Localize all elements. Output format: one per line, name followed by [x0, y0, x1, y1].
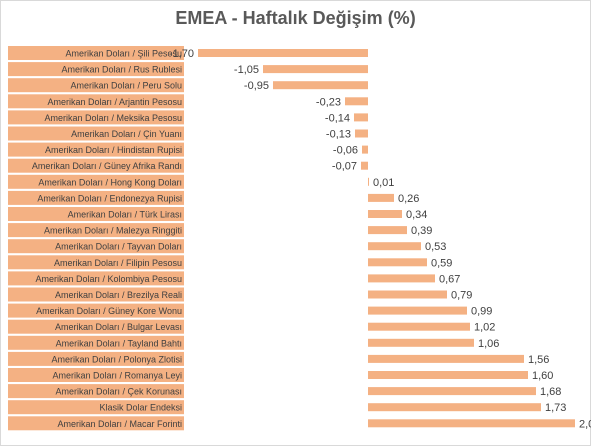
data-label: 0,59 — [431, 257, 452, 269]
data-label: -0,14 — [325, 112, 350, 124]
category-label-bg — [8, 335, 184, 350]
category-label: Amerikan Doları / Çin Yuanı — [71, 129, 182, 139]
data-label: 1,68 — [540, 386, 561, 398]
data-label: 1,06 — [478, 338, 499, 350]
bar — [368, 274, 435, 283]
category-label-bg — [8, 303, 184, 318]
bar — [198, 49, 368, 57]
category-label-bg — [8, 368, 184, 382]
category-label-bg — [8, 190, 184, 205]
data-label: 0,99 — [471, 306, 492, 318]
bar — [368, 193, 394, 202]
category-label: Amerikan Doları / Macar Forinti — [57, 419, 182, 429]
category-label-bg — [8, 158, 184, 173]
category-label-bg — [8, 384, 184, 399]
category-label: Amerikan Doları / Çek Korunası — [55, 387, 182, 397]
data-label: 1,02 — [474, 322, 495, 334]
category-label: Amerikan Doları / Hong Kong Doları — [38, 177, 182, 187]
bar — [368, 322, 470, 331]
category-label: Amerikan Doları / Güney Kore Wonu — [36, 306, 182, 316]
data-label: 0,53 — [425, 241, 446, 253]
category-label-bg — [8, 239, 184, 254]
category-label-bg — [8, 62, 184, 77]
category-label: Amerikan Doları / Endonezya Rupisi — [37, 193, 182, 203]
category-label: Amerikan Doları / Tayvan Doları — [55, 242, 182, 252]
category-label-bg — [8, 142, 184, 157]
category-label: Amerikan Doları / Şili Pesosu — [65, 49, 182, 59]
bar — [368, 242, 421, 251]
category-label: Amerikan Doları / Meksika Pesosu — [44, 113, 182, 123]
category-label: Amerikan Doları / Peru Solu — [70, 81, 182, 91]
category-label-bg — [8, 400, 184, 415]
bar — [263, 65, 368, 74]
category-label: Amerikan Doları / Güney Afrika Randı — [32, 161, 182, 171]
bar — [368, 210, 402, 218]
bar — [345, 97, 368, 106]
category-label-bg — [8, 207, 184, 221]
category-label-bg — [8, 255, 184, 270]
category-label-bg — [8, 271, 184, 286]
category-label: Amerikan Doları / Brezilya Reali — [55, 290, 182, 300]
bar — [368, 419, 575, 428]
bar — [368, 338, 474, 347]
data-label: -0,06 — [333, 145, 358, 157]
data-label: 0,34 — [406, 209, 427, 221]
data-label: 2,07 — [579, 418, 591, 430]
data-label: 0,39 — [411, 225, 432, 237]
data-label: 1,73 — [545, 402, 566, 414]
bar — [368, 258, 427, 267]
data-label: 1,56 — [528, 354, 549, 366]
category-label: Amerikan Doları / Filipin Pesosu — [54, 258, 182, 268]
bar — [368, 387, 536, 396]
bar — [273, 81, 368, 90]
bar — [362, 145, 368, 154]
bar — [368, 371, 528, 379]
bar — [361, 161, 368, 170]
chart-title: EMEA - Haftalık Değişim (%) — [175, 8, 416, 28]
bar — [368, 403, 541, 412]
data-label: 0,79 — [451, 290, 472, 302]
bar — [355, 129, 368, 138]
category-label: Amerikan Doları / Romanya Leyi — [52, 371, 182, 381]
category-label: Amerikan Doları / Polonya Zlotisi — [51, 354, 182, 364]
bar — [368, 306, 467, 315]
category-label-bg — [8, 110, 184, 125]
data-label: 1,60 — [532, 370, 553, 382]
category-label-bg — [8, 174, 184, 189]
category-label: Klasik Dolar Endeksi — [99, 403, 182, 413]
category-label: Amerikan Doları / Hindistan Rupisi — [45, 145, 182, 155]
category-label-bg — [8, 223, 184, 238]
category-label: Amerikan Doları / Tayland Bahtı — [56, 338, 182, 348]
category-label-bg — [8, 46, 184, 60]
category-label-bg — [8, 126, 184, 141]
category-label: Amerikan Doları / Bulgar Levası — [55, 322, 182, 332]
data-label: -0,23 — [316, 96, 341, 108]
category-label: Amerikan Doları / Arjantin Pesosu — [47, 97, 182, 107]
bar — [368, 290, 447, 299]
category-label-bg — [8, 287, 184, 302]
category-label-bg — [8, 351, 184, 366]
category-label-bg — [8, 416, 184, 431]
bar — [368, 226, 407, 235]
category-label-bg — [8, 78, 184, 93]
data-label: -0,07 — [332, 161, 357, 173]
bar — [354, 113, 368, 122]
data-label: -0,95 — [244, 80, 269, 92]
data-label: -1,05 — [234, 64, 259, 76]
category-label: Amerikan Doları / Malezya Ringgiti — [44, 226, 182, 236]
category-label: Amerikan Doları / Rus Rublesi — [61, 65, 182, 75]
bar — [368, 177, 369, 186]
data-label: -1,70 — [169, 48, 194, 60]
category-label-bg — [8, 94, 184, 109]
data-label: 0,01 — [373, 177, 394, 189]
data-label: 0,67 — [439, 273, 460, 285]
bar — [368, 354, 524, 363]
category-label-bg — [8, 319, 184, 334]
data-label: 0,26 — [398, 193, 419, 205]
category-label: Amerikan Doları / Türk Lirası — [68, 210, 182, 220]
category-label: Amerikan Doları / Kolombiya Pesosu — [35, 274, 182, 284]
data-label: -0,13 — [326, 129, 351, 141]
